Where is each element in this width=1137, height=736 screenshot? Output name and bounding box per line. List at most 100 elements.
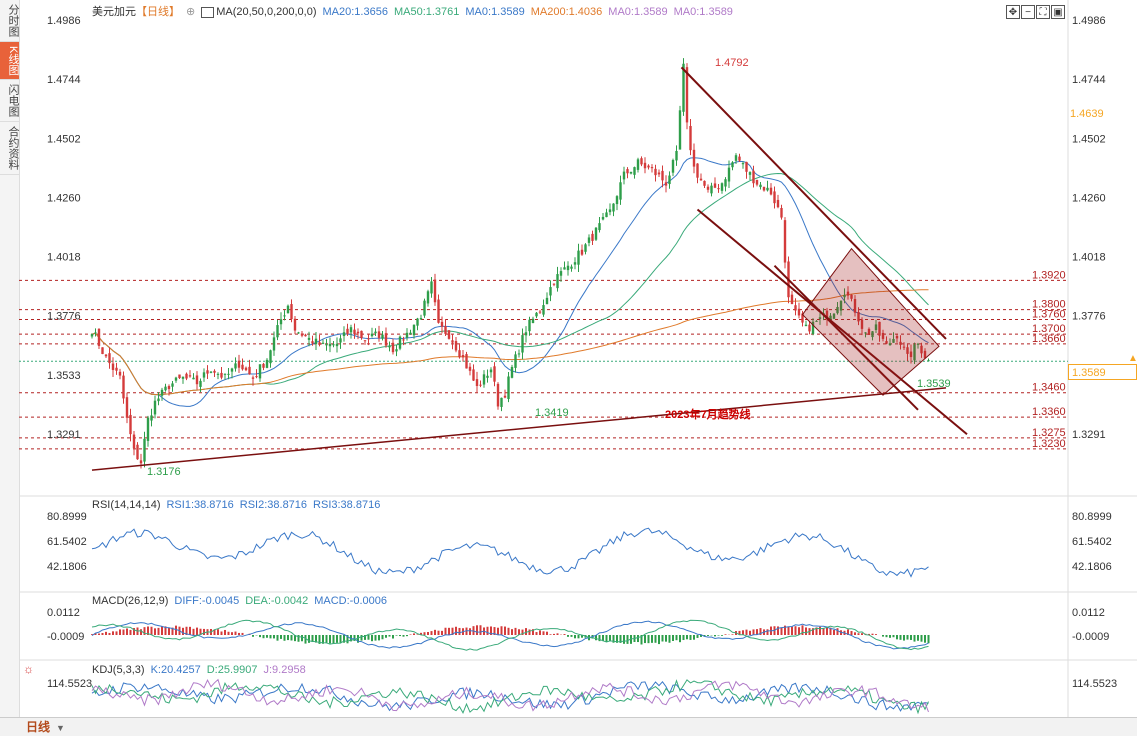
candle-body	[213, 371, 215, 373]
macd-bar	[858, 633, 860, 635]
candle-body	[192, 378, 194, 380]
period-selector[interactable]: 日线▼	[26, 719, 78, 735]
tab-intraday[interactable]: 分时图	[0, 0, 19, 42]
zoom-out-icon[interactable]: −	[1021, 5, 1035, 19]
candle-body	[206, 370, 208, 373]
candle-body	[399, 337, 401, 349]
rsi-tick-right: 42.1806	[1072, 561, 1112, 573]
macd-bar	[693, 635, 695, 640]
macd-bar	[655, 635, 657, 643]
macd-bar	[406, 635, 408, 636]
candle-body	[140, 460, 142, 463]
macd-bar	[501, 626, 503, 635]
candle-body	[668, 176, 670, 184]
candle-body	[266, 360, 268, 368]
macd-bar	[886, 635, 888, 637]
macd-bar	[140, 629, 142, 635]
price-tick-right: 1.4260	[1072, 192, 1106, 204]
candle-body	[161, 390, 163, 396]
candle-body	[693, 150, 695, 167]
macd-bar	[161, 627, 163, 635]
candle-body	[504, 396, 506, 398]
kdj-params: KDJ(5,3,3)	[92, 664, 145, 676]
macd-bar	[525, 628, 527, 635]
rsi-tick-right: 80.8999	[1072, 511, 1112, 523]
indicator-settings-icon[interactable]	[201, 7, 214, 18]
macd-bar	[900, 635, 902, 640]
candle-body	[672, 160, 674, 173]
price-tick-left: 1.4986	[47, 15, 81, 27]
macd-bar	[546, 632, 548, 635]
candle-body	[749, 172, 751, 175]
macd-bar	[403, 635, 405, 637]
macd-bar	[291, 635, 293, 640]
ma50-value: MA50:1.3761	[394, 6, 459, 18]
macd-bar	[644, 635, 646, 643]
macd-bar	[805, 627, 807, 635]
candle-body	[735, 155, 737, 161]
candle-body	[395, 349, 397, 351]
crosshair-icon[interactable]: ☼	[23, 662, 34, 676]
candle-body	[346, 329, 348, 334]
candle-body	[91, 334, 93, 336]
candle-body	[182, 377, 184, 379]
macd-bar	[718, 635, 720, 636]
macd-bar	[175, 626, 177, 635]
candle-body	[374, 332, 376, 334]
settings-icon[interactable]: ▣	[1051, 5, 1065, 19]
candle-body	[402, 339, 404, 340]
macd-bar	[231, 632, 233, 635]
rsi2-value: RSI2:38.8716	[240, 499, 307, 511]
candle-body	[574, 262, 576, 264]
candle-body	[640, 158, 642, 164]
symbol-name: 美元加元	[92, 6, 136, 18]
candle-body	[619, 182, 621, 199]
tab-flash-chart[interactable]: 闪电图	[0, 80, 19, 122]
macd-bar	[882, 635, 884, 637]
macd-bar	[389, 635, 391, 637]
candle-body	[458, 350, 460, 357]
macd-bar	[676, 635, 678, 640]
candle-body	[276, 325, 278, 337]
candle-body	[136, 445, 138, 459]
candle-body	[808, 325, 810, 332]
candle-body	[675, 151, 677, 160]
macd-bar	[721, 635, 723, 636]
candle-body	[332, 344, 334, 345]
tab-kline[interactable]: K线图	[0, 42, 19, 80]
candle-body	[483, 374, 485, 384]
candle-body	[724, 179, 726, 186]
macd-bar	[921, 635, 923, 642]
candle-body	[626, 169, 628, 173]
macd-bar	[378, 635, 380, 640]
candle-body	[353, 330, 355, 334]
compare-icon[interactable]: ⊕	[186, 6, 195, 18]
macd-bar	[662, 635, 664, 641]
macd-bar	[637, 635, 639, 642]
level-label: 1.3460	[1032, 382, 1066, 394]
candle-body	[633, 167, 635, 175]
candle-body	[413, 325, 415, 335]
tab-contract-info[interactable]: 合约资料	[0, 122, 19, 175]
ma20-line	[92, 158, 929, 407]
move-icon[interactable]: ✥	[1006, 5, 1020, 19]
rsi-tick-left: 61.5402	[47, 536, 87, 548]
macd-bar	[102, 633, 104, 635]
macd-bar	[431, 631, 433, 635]
macd-bar	[574, 635, 576, 638]
macd-bar	[658, 635, 660, 644]
candle-body	[532, 319, 534, 323]
candle-body	[525, 332, 527, 335]
last-price-tag: 1.3589	[1068, 364, 1137, 380]
candle-body	[661, 171, 663, 180]
fullscreen-icon[interactable]: ⛶	[1036, 5, 1050, 19]
candle-body	[427, 291, 429, 303]
candle-body	[119, 372, 121, 376]
chart-canvas[interactable]: 1.39201.38001.37601.37001.36601.34601.33…	[19, 0, 1137, 717]
macd-bar	[665, 635, 667, 642]
candle-body	[126, 397, 128, 418]
candle-body	[686, 67, 688, 122]
